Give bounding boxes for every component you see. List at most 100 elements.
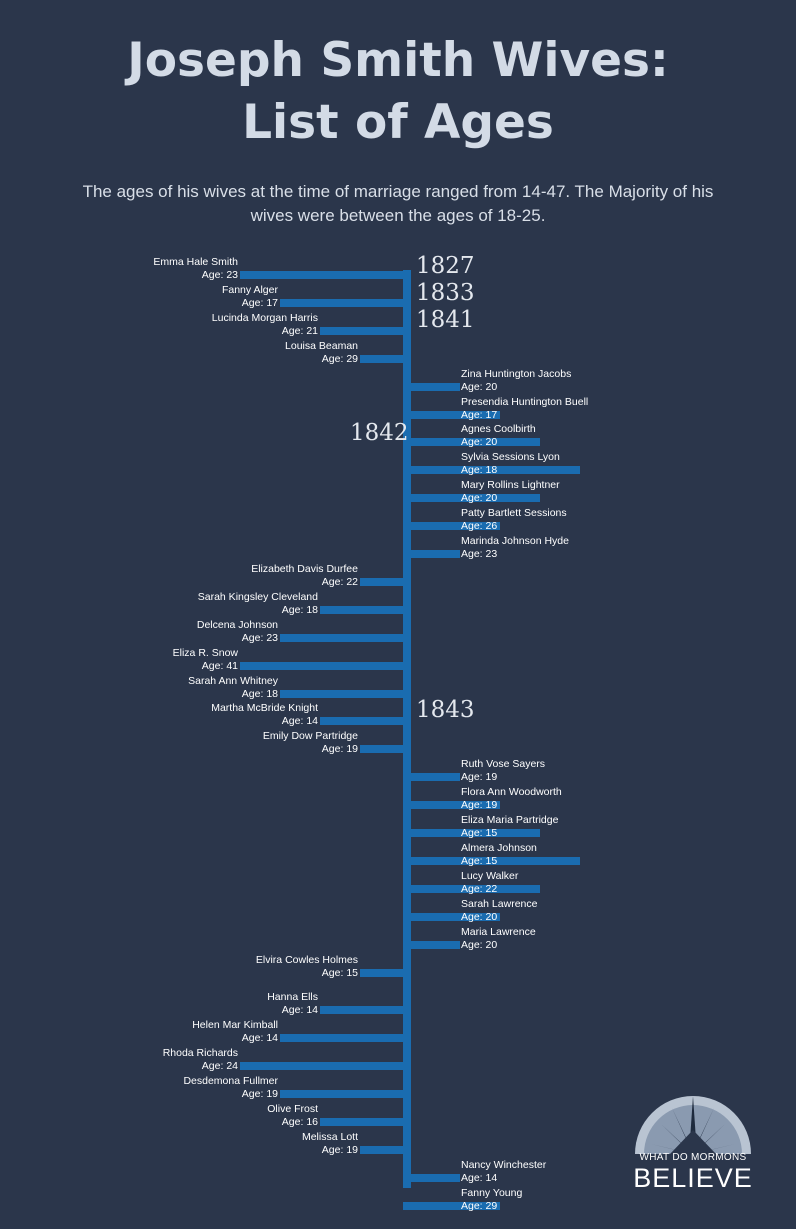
timeline-branch bbox=[320, 327, 411, 335]
timeline-branch bbox=[403, 438, 540, 446]
wife-name: Eliza R. Snow bbox=[172, 647, 238, 659]
wife-age: Age: 14 bbox=[461, 1172, 498, 1184]
year-marker-1843: 1843 bbox=[416, 697, 475, 723]
wife-name: Rhoda Richards bbox=[162, 1047, 238, 1059]
wife-entry: Hanna Ells Age: 14 bbox=[267, 991, 318, 1017]
timeline-branch bbox=[320, 1006, 411, 1014]
logo-text-line-1: WHAT DO MORMONS bbox=[639, 1152, 747, 1163]
wife-name: Patty Bartlett Sessions bbox=[461, 507, 567, 519]
timeline-spine bbox=[403, 270, 411, 1188]
timeline-branch bbox=[240, 1062, 411, 1070]
wife-entry: Maria Lawrence Age: 20 bbox=[461, 926, 536, 952]
wife-name: Sarah Kingsley Cleveland bbox=[197, 591, 318, 603]
wife-name: Ruth Vose Sayers bbox=[461, 758, 546, 770]
timeline-branch bbox=[403, 550, 460, 558]
year-marker-1842: 1842 bbox=[350, 420, 409, 446]
timeline-branch bbox=[360, 969, 411, 977]
timeline-branch bbox=[403, 522, 500, 530]
wife-age: Age: 22 bbox=[461, 883, 498, 895]
wife-name: Zina Huntington Jacobs bbox=[461, 368, 572, 380]
timeline-branch bbox=[240, 271, 411, 279]
timeline-branch bbox=[320, 606, 411, 614]
wife-entry: Presendia Huntington Buell Age: 17 bbox=[461, 396, 588, 422]
timeline-branch bbox=[403, 494, 540, 502]
timeline-branch bbox=[240, 662, 411, 670]
wife-entry: Fanny Young Age: 29 bbox=[461, 1187, 522, 1213]
wife-age: Age: 20 bbox=[461, 381, 498, 393]
wife-entry: Olive Frost Age: 16 bbox=[267, 1103, 318, 1129]
wife-age: Age: 23 bbox=[461, 548, 498, 560]
wife-age: Age: 18 bbox=[241, 688, 278, 700]
wife-name: Marinda Johnson Hyde bbox=[461, 535, 569, 547]
wife-age: Age: 23 bbox=[241, 632, 278, 644]
wife-entry: Helen Mar Kimball Age: 14 bbox=[192, 1019, 278, 1045]
timeline-branch bbox=[403, 411, 500, 419]
wife-entry: Delcena Johnson Age: 23 bbox=[197, 619, 278, 645]
wife-entry: Rhoda Richards Age: 24 bbox=[163, 1047, 238, 1073]
logo-sunburst-icon bbox=[635, 1096, 751, 1154]
wife-entry: Desdemona Fullmer Age: 19 bbox=[183, 1075, 278, 1101]
wife-entry: Zina Huntington Jacobs Age: 20 bbox=[461, 368, 571, 394]
wife-age: Age: 19 bbox=[461, 771, 498, 783]
wife-entry: Almera Johnson Age: 15 bbox=[461, 842, 537, 868]
year-marker-1841: 1841 bbox=[416, 307, 475, 333]
timeline-branch bbox=[360, 578, 411, 586]
year-marker-1827: 1827 bbox=[416, 253, 475, 279]
wife-name: Emma Hale Smith bbox=[153, 256, 238, 268]
wife-name: Fanny Young bbox=[461, 1187, 523, 1199]
wife-age: Age: 19 bbox=[461, 799, 498, 811]
wife-age: Age: 20 bbox=[461, 939, 498, 951]
wife-name: Hanna Ells bbox=[267, 991, 318, 1003]
wife-age: Age: 21 bbox=[281, 325, 318, 337]
wife-age: Age: 29 bbox=[321, 353, 358, 365]
wife-name: Nancy Winchester bbox=[461, 1159, 547, 1171]
wife-name: Almera Johnson bbox=[461, 842, 537, 854]
wife-name: Lucinda Morgan Harris bbox=[211, 312, 318, 324]
timeline-branch bbox=[320, 717, 411, 725]
timeline-branch bbox=[403, 885, 540, 893]
wife-entry: Patty Bartlett Sessions Age: 26 bbox=[461, 507, 567, 533]
wife-entry: Ruth Vose Sayers Age: 19 bbox=[461, 758, 545, 784]
wife-entry: Martha McBride Knight Age: 14 bbox=[211, 702, 318, 728]
wife-entry: Louisa Beaman Age: 29 bbox=[285, 340, 358, 366]
wife-entry: Eliza Maria Partridge Age: 15 bbox=[461, 814, 558, 840]
timeline-branch bbox=[403, 913, 500, 921]
wife-entry: Fanny Alger Age: 17 bbox=[222, 284, 278, 310]
wife-entry: Flora Ann Woodworth Age: 19 bbox=[461, 786, 562, 812]
wife-name: Fanny Alger bbox=[221, 284, 278, 296]
timeline-branch bbox=[403, 801, 500, 809]
wife-name: Louisa Beaman bbox=[285, 340, 358, 352]
timeline-branch bbox=[280, 690, 411, 698]
wife-entry: Melissa Lott Age: 19 bbox=[302, 1131, 358, 1157]
wife-entry: Lucinda Morgan Harris Age: 21 bbox=[212, 312, 318, 338]
wife-entry: Eliza R. Snow Age: 41 bbox=[173, 647, 238, 673]
wife-entry: Sylvia Sessions Lyon Age: 18 bbox=[461, 451, 560, 477]
wife-entry: Sarah Ann Whitney Age: 18 bbox=[188, 675, 278, 701]
wife-name: Martha McBride Knight bbox=[211, 702, 318, 714]
timeline-branch bbox=[403, 857, 580, 865]
timeline-branch bbox=[360, 355, 411, 363]
timeline-branch bbox=[360, 1146, 411, 1154]
wife-age: Age: 17 bbox=[241, 297, 278, 309]
wife-name: Olive Frost bbox=[267, 1103, 318, 1115]
wife-age: Age: 15 bbox=[461, 827, 498, 839]
wife-age: Age: 19 bbox=[321, 743, 358, 755]
wife-entry: Lucy Walker Age: 22 bbox=[461, 870, 518, 896]
wife-age: Age: 24 bbox=[201, 1060, 238, 1072]
wife-age: Age: 20 bbox=[461, 492, 498, 504]
wife-name: Elizabeth Davis Durfee bbox=[251, 563, 358, 575]
wife-entry: Elizabeth Davis Durfee Age: 22 bbox=[251, 563, 358, 589]
logo: WHAT DO MORMONS BELIEVE bbox=[630, 1090, 756, 1195]
wife-name: Melissa Lott bbox=[301, 1131, 358, 1143]
wife-age: Age: 14 bbox=[281, 715, 318, 727]
wife-age: Age: 14 bbox=[241, 1032, 278, 1044]
wife-entry: Sarah Kingsley Cleveland Age: 18 bbox=[198, 591, 318, 617]
wife-age: Age: 14 bbox=[281, 1004, 318, 1016]
wife-name: Presendia Huntington Buell bbox=[461, 396, 589, 408]
timeline-branch bbox=[360, 745, 411, 753]
wife-age: Age: 18 bbox=[461, 464, 498, 476]
page-subtitle: The ages of his wives at the time of mar… bbox=[82, 182, 714, 225]
timeline-branch bbox=[280, 1090, 411, 1098]
timeline-branch bbox=[280, 299, 411, 307]
